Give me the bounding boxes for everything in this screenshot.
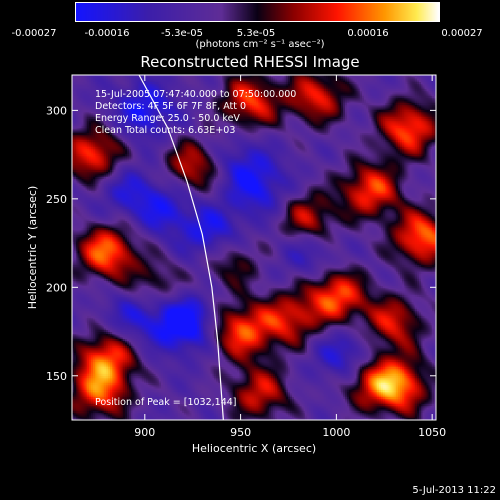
colorbar-tick-label: -0.00027 xyxy=(11,28,57,39)
time-range-annotation: 15-Jul-2005 07:47:40.000 to 07:50:00.000 xyxy=(95,89,297,100)
colorbar-unit-label: (photons cm⁻² s⁻¹ asec⁻²) xyxy=(195,39,325,50)
colorbar-gradient xyxy=(76,3,439,21)
x-tick-label: 1050 xyxy=(418,426,446,439)
colorbar-tick-label: -0.00016 xyxy=(84,28,130,39)
y-axis: 150 200 250 300 xyxy=(46,104,436,383)
heatmap-image xyxy=(72,75,436,420)
colorbar-tick-label: -5.3e-05 xyxy=(161,28,203,39)
colorbar-tick-label: 5.3e-05 xyxy=(236,28,276,39)
detectors-annotation: Detectors: 4F 5F 6F 7F 8F, Att 0 xyxy=(95,101,247,112)
datestamp: 5-Jul-2013 11:22 xyxy=(412,485,496,496)
y-tick-label: 150 xyxy=(46,370,67,383)
chart-title: Reconstructed RHESSI Image xyxy=(140,53,360,71)
colorbar-tick-label: 0.00027 xyxy=(441,28,483,39)
energy-range-annotation: Energy Range: 25.0 - 50.0 keV xyxy=(95,113,240,124)
heatmap-image-frame xyxy=(72,75,436,420)
solar-limb-line xyxy=(138,75,224,420)
colorbar-tick-label: 0.00016 xyxy=(347,28,389,39)
y-axis-label: Heliocentric Y (arcsec) xyxy=(26,186,39,310)
x-tick-label: 900 xyxy=(134,426,155,439)
y-tick-label: 300 xyxy=(46,104,67,117)
peak-position-annotation: Position of Peak = [1032,144] xyxy=(95,397,237,408)
colorbar xyxy=(75,2,440,22)
x-axis: 900 950 1000 1050 xyxy=(134,75,446,439)
y-tick-label: 250 xyxy=(46,193,67,206)
plot-frame xyxy=(71,74,437,421)
y-tick-label: 200 xyxy=(46,281,67,294)
x-tick-label: 1000 xyxy=(322,426,350,439)
x-tick-label: 950 xyxy=(230,426,251,439)
x-axis-label: Heliocentric X (arcsec) xyxy=(192,442,316,455)
clean-counts-annotation: Clean Total counts: 6.63E+03 xyxy=(95,125,236,136)
